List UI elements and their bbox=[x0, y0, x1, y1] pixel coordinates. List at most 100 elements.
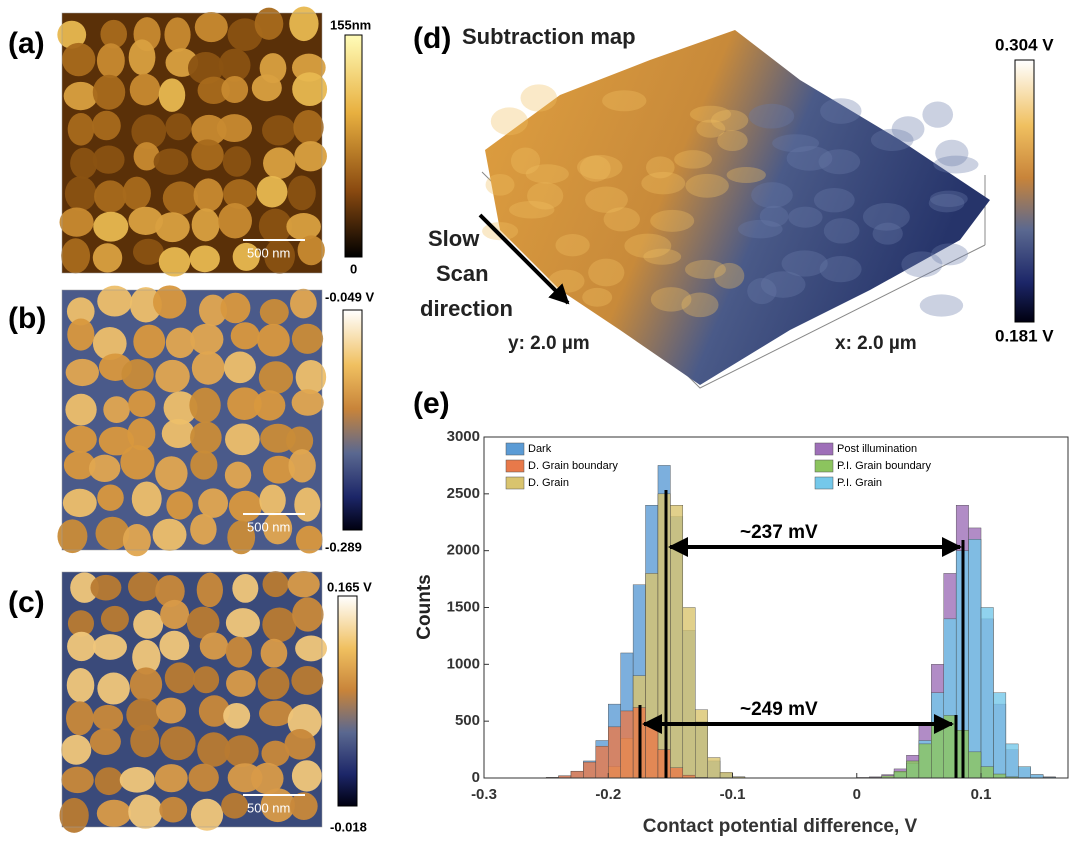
panel-label: (e) bbox=[413, 387, 450, 420]
surface-grain bbox=[751, 182, 793, 208]
bar bbox=[1018, 767, 1030, 778]
legend-label: P.I. Grain bbox=[837, 477, 882, 489]
grain bbox=[190, 421, 222, 453]
y-tick-label: 1500 bbox=[447, 598, 480, 615]
grain bbox=[123, 177, 151, 210]
surface-grain bbox=[641, 172, 685, 194]
bar bbox=[621, 711, 633, 778]
grain bbox=[128, 795, 162, 829]
bar bbox=[993, 693, 1005, 778]
surface-grain bbox=[738, 220, 783, 238]
grain bbox=[128, 390, 155, 417]
x-axis-label: Contact potential difference, V bbox=[643, 816, 918, 837]
surface-grain bbox=[935, 140, 968, 167]
x-tick-label: -0.2 bbox=[595, 786, 621, 803]
grain bbox=[223, 703, 250, 729]
grain bbox=[92, 111, 121, 141]
grain bbox=[120, 767, 155, 793]
grain bbox=[159, 797, 187, 823]
grain bbox=[198, 488, 228, 517]
surface-grain bbox=[814, 188, 855, 212]
bar bbox=[708, 758, 720, 778]
panel-label: (c) bbox=[8, 586, 45, 619]
scale-bar-label: 500 nm bbox=[247, 800, 290, 815]
grain bbox=[166, 491, 192, 519]
grain bbox=[290, 792, 318, 820]
bar bbox=[596, 746, 608, 778]
grain bbox=[97, 673, 130, 705]
grain bbox=[162, 419, 195, 448]
y-tick-label: 500 bbox=[455, 712, 480, 729]
surface-grain bbox=[650, 210, 694, 232]
surface-grain bbox=[711, 110, 748, 131]
grain bbox=[93, 705, 124, 731]
grain bbox=[60, 207, 94, 236]
colorbar-min: 0 bbox=[350, 261, 357, 276]
legend-swatch bbox=[815, 477, 833, 489]
grain bbox=[292, 760, 322, 791]
grain bbox=[66, 359, 99, 386]
direction-label: Scan bbox=[436, 261, 489, 286]
grain bbox=[231, 322, 260, 349]
colorbar-max: 0.304 V bbox=[995, 35, 1054, 54]
grain bbox=[195, 12, 228, 42]
grain bbox=[61, 735, 91, 765]
colorbar bbox=[345, 35, 362, 257]
grain bbox=[93, 146, 125, 174]
scale-bar-label: 500 nm bbox=[247, 245, 290, 260]
bar bbox=[608, 727, 620, 778]
kpfm-image bbox=[60, 571, 327, 833]
bar bbox=[583, 762, 595, 778]
x-tick-label: 0 bbox=[853, 786, 861, 803]
bar bbox=[695, 710, 707, 778]
grain bbox=[190, 514, 217, 545]
grain bbox=[133, 610, 163, 639]
grain bbox=[93, 75, 125, 110]
grain bbox=[93, 634, 127, 660]
colorbar bbox=[343, 310, 362, 530]
bar bbox=[969, 752, 981, 778]
grain bbox=[284, 729, 315, 760]
grain bbox=[226, 637, 252, 668]
grain bbox=[154, 149, 189, 175]
bar bbox=[981, 767, 993, 778]
grain bbox=[263, 147, 295, 179]
grain bbox=[156, 698, 186, 724]
scale-bar-label: 500 nm bbox=[247, 519, 290, 534]
grain bbox=[165, 113, 191, 140]
bar bbox=[906, 761, 918, 778]
grain bbox=[123, 524, 151, 556]
surface-grain bbox=[892, 116, 925, 142]
axis-label: x: 2.0 µm bbox=[835, 333, 917, 354]
surface-grain bbox=[749, 104, 795, 129]
bar bbox=[646, 723, 658, 778]
grain bbox=[292, 597, 324, 631]
legend-swatch bbox=[815, 443, 833, 455]
grain bbox=[288, 449, 315, 482]
grain bbox=[226, 608, 260, 637]
surface-grain bbox=[527, 182, 563, 209]
colorbar-max: -0.049 V bbox=[325, 289, 374, 304]
grain bbox=[97, 43, 125, 78]
grain bbox=[261, 639, 288, 668]
grain bbox=[190, 245, 220, 272]
grain bbox=[132, 481, 162, 516]
surface-grain bbox=[577, 155, 622, 179]
grain bbox=[194, 178, 224, 211]
grain bbox=[292, 324, 323, 354]
colorbar bbox=[338, 596, 357, 806]
bar bbox=[670, 768, 682, 778]
grain bbox=[128, 572, 160, 601]
surface-grain bbox=[747, 278, 776, 304]
grain bbox=[61, 767, 93, 793]
grain bbox=[258, 668, 290, 700]
grain bbox=[221, 76, 248, 103]
surface-grain bbox=[931, 243, 968, 265]
grain bbox=[225, 423, 260, 455]
grain bbox=[263, 571, 289, 597]
grain bbox=[101, 606, 129, 632]
bar bbox=[1031, 775, 1043, 778]
colorbar bbox=[1015, 60, 1034, 322]
grain bbox=[65, 394, 96, 426]
grain bbox=[257, 324, 290, 357]
